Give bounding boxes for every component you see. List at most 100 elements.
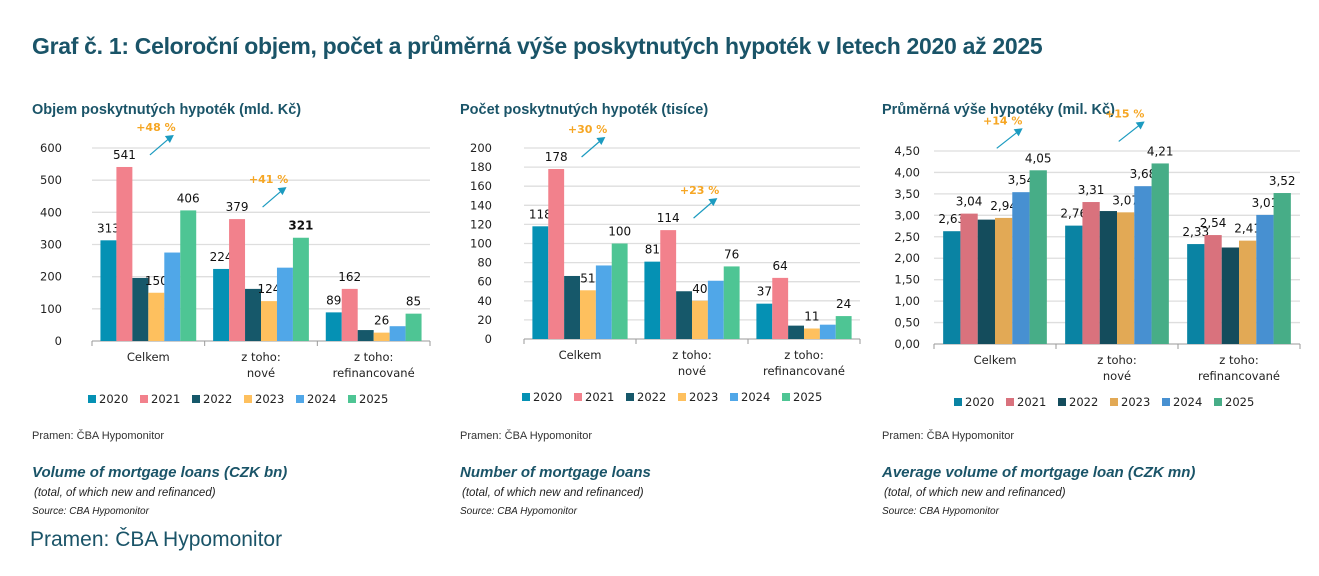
bar-2020 xyxy=(943,231,961,344)
bar-2024 xyxy=(164,252,181,341)
legend-label: 2020 xyxy=(533,390,562,404)
bar-2025 xyxy=(405,313,422,341)
y-tick-label: 200 xyxy=(470,141,492,155)
bar-2024 xyxy=(1256,214,1274,344)
legend-label: 2025 xyxy=(1225,395,1254,409)
y-tick-label: 0,00 xyxy=(894,337,920,351)
chart-panel-volume: Objem poskytnutých hypoték (mld. Kč) 0 10… xyxy=(32,96,462,526)
legend-swatch xyxy=(140,395,148,403)
category-label: Celkem xyxy=(974,353,1017,367)
data-label: 3,31 xyxy=(1078,183,1105,197)
data-label: 76 xyxy=(724,247,739,261)
category-label: z toho: xyxy=(354,350,393,364)
english-subtitle: (total, of which new and refinanced) xyxy=(462,487,644,499)
bar-2021 xyxy=(341,288,358,341)
trend-arrow-head xyxy=(164,134,174,143)
growth-annotation: +48 % xyxy=(136,121,175,134)
legend-label: 2024 xyxy=(741,390,770,404)
bar-2023 xyxy=(148,292,165,341)
category-label: nové xyxy=(1103,369,1131,383)
data-label: 11 xyxy=(804,309,819,323)
data-label: 4,05 xyxy=(1025,151,1052,165)
y-tick-label: 4,00 xyxy=(894,165,920,179)
english-source: Source: CBA Hypomonitor xyxy=(460,506,577,517)
category-label: refinancované xyxy=(763,364,845,378)
category-label: z toho: xyxy=(1219,353,1258,367)
bar-2022 xyxy=(1221,247,1239,344)
bar-chart-count: 0 20 40 60 80 100 120 140 160 180 200 118 178 51 100 Ce… xyxy=(470,123,861,404)
bar-2020 xyxy=(1187,244,1205,344)
bar-2025 xyxy=(1151,163,1169,344)
legend-swatch xyxy=(244,395,252,403)
legend-swatch xyxy=(1006,398,1014,406)
chart-title: Průměrná výše hypotéky (mil. Kč) xyxy=(882,102,1115,118)
legend-swatch xyxy=(1058,398,1066,406)
data-label: 124 xyxy=(258,282,281,296)
legend-label: 2025 xyxy=(359,392,388,406)
data-label: 3,68 xyxy=(1130,167,1157,181)
data-label: 3,04 xyxy=(956,195,983,209)
bar-2025 xyxy=(611,243,628,339)
data-label: 2,76 xyxy=(1060,207,1087,221)
bar-2021 xyxy=(548,169,565,339)
legend-label: 2025 xyxy=(793,390,822,404)
legend-swatch xyxy=(1214,398,1222,406)
data-label: 150 xyxy=(145,274,168,288)
legend-label: 2024 xyxy=(1173,395,1202,409)
y-tick-label: 0 xyxy=(485,332,492,346)
data-label: 24 xyxy=(836,297,851,311)
legend-swatch xyxy=(88,395,96,403)
data-label: 51 xyxy=(580,271,595,285)
trend-arrow-head xyxy=(596,137,606,146)
y-tick-label: 180 xyxy=(470,160,492,174)
category-label: refinancované xyxy=(1198,369,1280,383)
legend-label: 2023 xyxy=(1121,395,1150,409)
bar-2021 xyxy=(960,213,978,344)
trend-arrow-line xyxy=(1118,122,1143,142)
legend-label: 2023 xyxy=(689,390,718,404)
trend-arrow-line xyxy=(262,188,284,208)
english-source: Source: CBA Hypomonitor xyxy=(882,506,999,517)
english-subtitle: (total, of which new and refinanced) xyxy=(34,487,216,499)
bar-2020 xyxy=(213,268,230,341)
bar-2024 xyxy=(707,280,724,339)
y-tick-label: 4,50 xyxy=(894,144,920,158)
data-label: 100 xyxy=(608,225,631,239)
bar-2023 xyxy=(804,328,820,339)
data-label: 313 xyxy=(97,221,120,235)
bar-2022 xyxy=(977,219,995,344)
y-tick-label: 3,50 xyxy=(894,187,920,201)
bar-2020 xyxy=(532,226,549,339)
category-label: z toho: xyxy=(784,348,823,362)
legend-swatch xyxy=(1162,398,1170,406)
y-tick-label: 120 xyxy=(470,217,492,231)
data-label: 37 xyxy=(757,285,772,299)
data-label: 3,54 xyxy=(1008,173,1035,187)
legend-label: 2024 xyxy=(307,392,336,406)
english-title: Volume of mortgage loans (CZK bn) xyxy=(32,464,288,481)
data-label: 81 xyxy=(645,243,660,257)
bar-2023 xyxy=(261,301,277,341)
legend-label: 2020 xyxy=(965,395,994,409)
footer-source: Pramen: ČBA Hypomonitor xyxy=(30,528,283,551)
legend-label: 2022 xyxy=(637,390,666,404)
bar-2023 xyxy=(1117,212,1135,344)
english-subtitle: (total, of which new and refinanced) xyxy=(884,487,1066,499)
trend-arrow-line xyxy=(996,129,1021,149)
data-label: 4,21 xyxy=(1147,144,1174,158)
growth-annotation: +30 % xyxy=(568,123,607,136)
bar-2025 xyxy=(835,316,852,339)
y-tick-label: 140 xyxy=(470,198,492,212)
y-tick-label: 1,00 xyxy=(894,294,920,308)
category-label: Celkem xyxy=(559,348,602,362)
bar-chart-average: 0,00 0,50 1,00 1,50 2,00 2,50 3,00 3,50 4,00 4,50… xyxy=(894,107,1301,409)
bar-2025 xyxy=(1273,193,1291,344)
bar-2024 xyxy=(389,326,406,341)
legend-label: 2023 xyxy=(255,392,284,406)
y-tick-label: 100 xyxy=(40,302,62,316)
data-label: 2,33 xyxy=(1182,225,1209,239)
bar-2021 xyxy=(1204,235,1222,344)
bar-2023 xyxy=(995,217,1013,344)
chart-panel-average: Průměrná výše hypotéky (mil. Kč) 0,00 0,5… xyxy=(882,96,1312,526)
data-label: 40 xyxy=(692,282,707,296)
